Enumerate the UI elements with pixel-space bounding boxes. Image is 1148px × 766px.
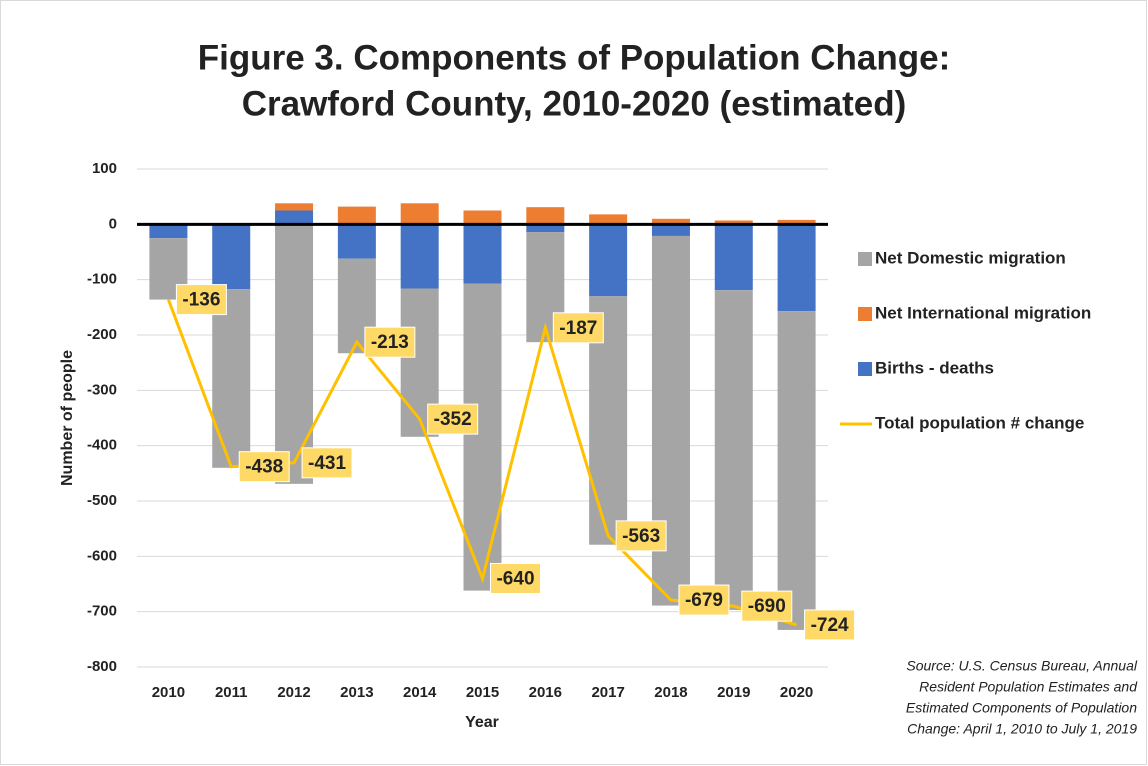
legend-label: Net Domestic migration xyxy=(875,248,1066,267)
data-label: -136 xyxy=(182,290,220,311)
data-label: -431 xyxy=(308,453,346,474)
bar-segment xyxy=(400,224,439,289)
bar-segment xyxy=(714,220,753,225)
legend-label: Net International migration xyxy=(875,303,1091,322)
bar-segment xyxy=(149,224,188,239)
x-tick-label: 2014 xyxy=(403,684,437,701)
data-label-box xyxy=(741,590,793,622)
x-tick-label: 2012 xyxy=(277,684,310,701)
bar-segment xyxy=(777,311,816,630)
source-note: Resident Population Estimates and xyxy=(919,679,1138,695)
y-tick-label: -600 xyxy=(87,547,117,564)
bar-segment xyxy=(463,283,502,591)
y-tick-label: -100 xyxy=(87,271,117,288)
x-tick-label: 2019 xyxy=(717,684,750,701)
y-tick-label: -700 xyxy=(87,603,117,620)
bar-segment xyxy=(275,210,314,225)
y-tick-label: -200 xyxy=(87,326,117,343)
data-label-box xyxy=(427,403,479,435)
bar-segment xyxy=(777,219,816,225)
x-tick-label: 2020 xyxy=(780,684,813,701)
x-tick-label: 2013 xyxy=(340,684,373,701)
bar-segment xyxy=(337,206,376,225)
bar-segment xyxy=(714,224,753,291)
data-label: -213 xyxy=(371,332,409,353)
data-label-box xyxy=(678,584,730,616)
source-note: Source: U.S. Census Bureau, Annual xyxy=(906,658,1138,674)
bar-segment xyxy=(589,214,628,225)
bar-segment xyxy=(777,224,816,312)
data-label: -640 xyxy=(496,568,534,589)
bar-segment xyxy=(589,224,628,297)
x-tick-label: 2017 xyxy=(591,684,624,701)
data-label-box xyxy=(238,451,290,483)
bar-segment xyxy=(714,290,753,611)
legend-label: Total population # change xyxy=(875,413,1084,432)
x-tick-label: 2015 xyxy=(466,684,499,701)
source-note: Change: April 1, 2010 to July 1, 2019 xyxy=(907,721,1137,737)
data-label: -187 xyxy=(559,318,597,339)
bar-segment xyxy=(463,224,502,284)
bar-segment xyxy=(651,218,690,225)
data-label-box xyxy=(804,609,856,641)
data-label-box xyxy=(175,284,227,316)
y-tick-label: 100 xyxy=(92,160,117,177)
y-tick-label: -400 xyxy=(87,437,117,454)
bar-segment xyxy=(275,203,314,211)
legend-swatch xyxy=(858,252,872,266)
x-tick-label: 2016 xyxy=(529,684,562,701)
legend-swatch xyxy=(858,307,872,321)
bar-segment xyxy=(275,224,314,484)
x-tick-label: 2018 xyxy=(654,684,687,701)
data-label: -679 xyxy=(685,590,723,611)
bar-segment xyxy=(212,289,251,468)
data-label: -690 xyxy=(748,596,786,617)
bar-segment xyxy=(212,224,251,290)
bar-segment xyxy=(463,210,502,225)
data-label: -438 xyxy=(245,457,283,478)
data-label-box xyxy=(301,447,353,479)
bar-segment xyxy=(526,207,565,225)
data-label-box xyxy=(490,562,541,594)
y-tick-label: -800 xyxy=(87,658,117,675)
data-label: -724 xyxy=(811,615,849,636)
data-label-box xyxy=(364,326,416,358)
legend-swatch xyxy=(858,362,872,376)
x-tick-label: 2010 xyxy=(152,684,185,701)
y-tick-label: 0 xyxy=(109,215,117,232)
chart-title: Figure 3. Components of Population Chang… xyxy=(198,38,950,77)
bar-segment xyxy=(651,224,690,236)
chart-title: Crawford County, 2010-2020 (estimated) xyxy=(242,84,907,123)
y-tick-label: -300 xyxy=(87,381,117,398)
x-tick-label: 2011 xyxy=(215,684,248,701)
bar-segment xyxy=(337,224,376,259)
source-note: Estimated Components of Population xyxy=(906,700,1137,716)
y-axis-label: Number of people xyxy=(59,350,76,486)
data-label-box xyxy=(552,312,604,344)
bar-segment xyxy=(400,203,439,225)
bar-segment xyxy=(526,224,565,233)
y-tick-label: -500 xyxy=(87,492,117,509)
data-label: -563 xyxy=(622,526,660,547)
x-axis-label: Year xyxy=(465,714,499,731)
data-label: -352 xyxy=(434,409,472,430)
legend-label: Births - deaths xyxy=(875,358,994,377)
data-label-box xyxy=(615,520,667,552)
